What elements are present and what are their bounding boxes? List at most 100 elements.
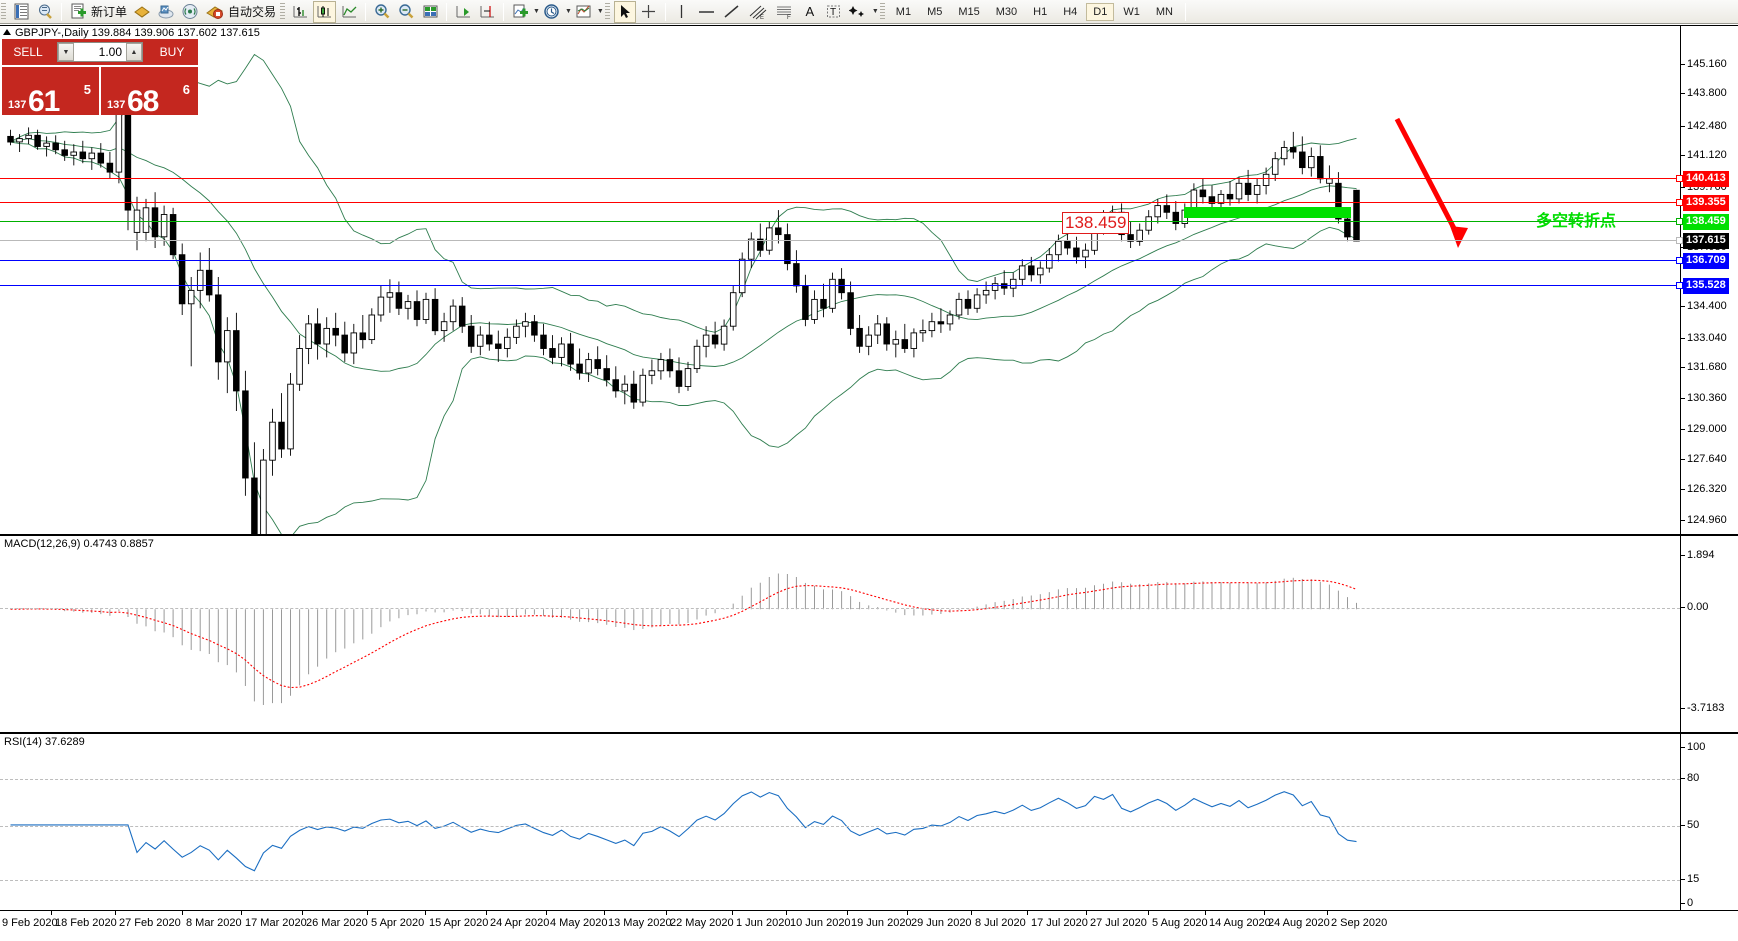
toolbar-grip[interactable] — [1, 2, 6, 21]
time-axis-tick — [666, 911, 667, 915]
time-axis-label: 24 Aug 2020 — [1268, 917, 1330, 929]
price-level-line[interactable] — [0, 178, 1680, 179]
timeframe-m5[interactable]: M5 — [927, 5, 943, 18]
macd-pane[interactable]: MACD(12,26,9) 0.4743 0.8857 1.894 0.00 -3.… — [0, 534, 1738, 732]
line-chart-icon[interactable] — [338, 1, 360, 23]
timeframe-m1[interactable]: M1 — [895, 5, 912, 18]
zoom-out-icon[interactable] — [395, 1, 417, 23]
volume-input[interactable]: ▼ 1.00 ▲ — [57, 42, 143, 62]
chart-shift-icon[interactable] — [476, 1, 498, 23]
buy-button[interactable]: BUY — [146, 39, 198, 65]
time-axis-label: 10 Jun 2020 — [790, 917, 851, 929]
signals-icon[interactable] — [179, 1, 201, 23]
cursor-icon[interactable] — [613, 0, 636, 23]
equidistant-channel-icon[interactable]: E — [745, 1, 770, 23]
timeframe-mn[interactable]: MN — [1155, 5, 1173, 18]
volume-value[interactable]: 1.00 — [98, 45, 122, 59]
text-label-icon[interactable]: T — [823, 1, 845, 23]
autoscroll-icon[interactable] — [452, 1, 474, 23]
templates-icon[interactable] — [573, 1, 595, 23]
price-plot-region[interactable] — [0, 26, 1680, 534]
buy-price-block[interactable]: 137 68 6 — [101, 65, 198, 118]
periods-icon[interactable] — [541, 1, 563, 23]
time-axis-tick — [115, 911, 116, 915]
volume-decrement-icon[interactable]: ▼ — [58, 43, 74, 61]
price-level-line[interactable] — [0, 240, 1680, 241]
market-watch-icon[interactable] — [10, 1, 32, 23]
price-level-label[interactable]: 136.709 — [1683, 253, 1729, 269]
fibonacci-icon[interactable]: F — [772, 1, 797, 23]
oct-quotes-row[interactable]: 137 61 5 137 68 6 — [2, 65, 198, 118]
volume-field-wrap[interactable]: ▼ 1.00 ▲ — [54, 39, 146, 65]
price-callout-annotation[interactable]: 138.459 — [1062, 212, 1130, 234]
vertical-line-icon[interactable] — [671, 1, 693, 23]
price-level-line[interactable] — [0, 202, 1680, 203]
toolbar-grip-4[interactable] — [879, 2, 885, 21]
new-order-label[interactable]: 新订单 — [91, 5, 128, 19]
shapes-dropdown-icon[interactable]: ▼ — [871, 8, 879, 15]
rsi-level-line — [0, 779, 1680, 780]
timeframe-m30[interactable]: M30 — [995, 5, 1018, 18]
price-level-label[interactable]: 139.355 — [1683, 195, 1729, 211]
volume-increment-icon[interactable]: ▲ — [126, 43, 142, 61]
rsi-scale[interactable]: 100 80 50 15 0 — [1680, 734, 1738, 910]
chart-grid-icon[interactable] — [419, 1, 441, 23]
time-axis-tick — [971, 911, 972, 915]
time-axis-label: 17 Jul 2020 — [1031, 917, 1088, 929]
toolbar-grip-2[interactable] — [280, 2, 286, 21]
macd-scale[interactable]: 1.894 0.00 -3.7183 — [1680, 536, 1738, 732]
timeframe-d1[interactable]: D1 — [1086, 2, 1115, 21]
support-zone-annotation[interactable] — [1184, 207, 1351, 218]
autotrading-label[interactable]: 自动交易 — [228, 5, 277, 19]
rsi-pane[interactable]: RSI(14) 37.6289 100 80 50 15 0 — [0, 732, 1738, 910]
autotrading-icon[interactable] — [203, 1, 226, 23]
bar-chart-icon[interactable] — [289, 1, 311, 23]
timeframe-h4[interactable]: H4 — [1063, 5, 1078, 18]
timeframe-h1[interactable]: H1 — [1033, 5, 1048, 18]
macd-plot-region[interactable] — [0, 536, 1680, 732]
zoom-in-icon[interactable] — [371, 1, 393, 23]
timeframe-m15[interactable]: M15 — [958, 5, 980, 18]
price-pane[interactable]: GBPJPY-,Daily 139.884 139.906 137.602 13… — [0, 26, 1738, 556]
rsi-plot-region[interactable] — [0, 734, 1680, 910]
shapes-icon[interactable] — [847, 1, 870, 23]
chart-window[interactable]: GBPJPY-,Daily 139.884 139.906 137.602 13… — [0, 25, 1738, 941]
templates-dropdown-icon[interactable]: ▼ — [596, 8, 604, 15]
price-level-label[interactable]: 137.615 — [1683, 233, 1729, 249]
text-icon[interactable]: A — [805, 4, 815, 19]
sell-button[interactable]: SELL — [2, 39, 54, 65]
oct-top-row[interactable]: SELL ▼ 1.00 ▲ BUY — [2, 39, 198, 65]
horizontal-line-icon[interactable] — [695, 1, 718, 23]
price-level-label[interactable]: 140.413 — [1683, 171, 1729, 187]
price-level-label[interactable]: 138.459 — [1683, 214, 1729, 230]
time-axis[interactable]: 9 Feb 2020 18 Feb 2020 27 Feb 2020 8 Mar 20… — [0, 910, 1738, 941]
price-tick-label: 126.320 — [1687, 483, 1727, 495]
time-axis-label: 8 Mar 2020 — [186, 917, 242, 929]
price-level-line[interactable] — [0, 285, 1680, 286]
price-level-label[interactable]: 135.528 — [1683, 278, 1729, 294]
candlestick-chart-icon[interactable] — [313, 0, 337, 23]
price-level-line[interactable] — [0, 221, 1680, 222]
terminal-icon[interactable] — [155, 1, 177, 23]
timeframe-group[interactable]: M1 M5 M15 M30 H1 H4 D1 W1 MN — [888, 2, 1181, 21]
price-level-marker — [1676, 257, 1683, 264]
timeframe-w1[interactable]: W1 — [1123, 5, 1140, 18]
new-order-icon[interactable] — [67, 1, 89, 23]
time-axis-tick — [51, 911, 52, 915]
price-scale[interactable]: 145.160143.800142.480141.120139.760137.0… — [1676, 26, 1738, 556]
main-toolbar[interactable]: 新订单 自动交易 ▼ ▼ — [0, 0, 1738, 24]
periods-dropdown-icon[interactable]: ▼ — [564, 8, 572, 15]
price-level-line[interactable] — [0, 260, 1680, 261]
trendline-icon[interactable] — [720, 1, 743, 23]
indicators-icon[interactable] — [509, 1, 531, 23]
symbol-header: GBPJPY-,Daily 139.884 139.906 137.602 13… — [3, 27, 260, 39]
data-window-icon[interactable] — [34, 1, 56, 23]
metaeditor-icon[interactable] — [131, 1, 153, 23]
turning-point-annotation[interactable]: 多空转折点 — [1536, 211, 1617, 230]
sell-price-block[interactable]: 137 61 5 — [2, 65, 99, 118]
toolbar-grip-3[interactable] — [604, 2, 610, 21]
one-click-trading-panel[interactable]: SELL ▼ 1.00 ▲ BUY 137 61 5 137 — [2, 39, 198, 118]
crosshair-icon[interactable] — [638, 1, 660, 23]
collapse-triangle-icon[interactable] — [3, 29, 11, 35]
indicators-dropdown-icon[interactable]: ▼ — [533, 8, 540, 15]
